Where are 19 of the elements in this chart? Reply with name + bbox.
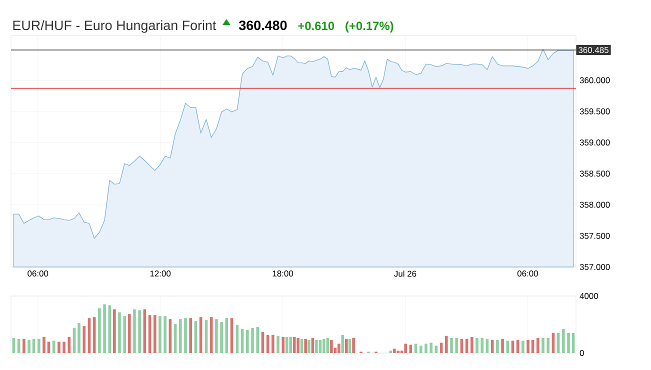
x-tick-label: 18:00 [272, 270, 294, 277]
text: +0.610 [298, 22, 334, 30]
ref-line-label: 360.485 [578, 47, 608, 54]
y-tick-label: 358.000 [580, 202, 610, 208]
x-tick-label: Jul 26 [394, 270, 416, 277]
y-tick-label: 4000 [580, 293, 598, 299]
y-tick-label: 360.000 [580, 77, 610, 84]
text: 360.480 [238, 20, 287, 30]
chart-title: EUR/HUF - Euro Hungarian Forint [13, 20, 216, 33]
x-tick-label: 06:00 [517, 270, 538, 277]
x-tick-label: 12:00 [150, 270, 171, 277]
y-tick-label: 357.000 [580, 264, 610, 270]
x-tick-label: 06:00 [28, 270, 48, 277]
y-tick-label: 358.500 [580, 170, 610, 177]
y-tick-label: 357.500 [580, 232, 610, 239]
text: (+0.17%) [346, 21, 394, 32]
y-tick-label: 359.500 [580, 108, 610, 114]
y-tick-label: 0 [580, 350, 584, 356]
y-tick-label: 359.000 [580, 139, 610, 146]
